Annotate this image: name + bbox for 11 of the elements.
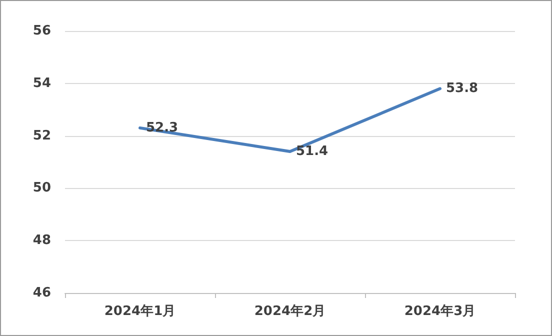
x-tick-label: 2024年2月 xyxy=(254,304,326,319)
data-label: 53.8 xyxy=(446,81,478,96)
y-tick-label: 50 xyxy=(32,180,51,196)
y-tick-label: 52 xyxy=(32,128,51,144)
y-tick-label: 54 xyxy=(32,76,51,91)
x-tick-label: 2024年1月 xyxy=(104,304,176,319)
y-tick-label: 56 xyxy=(32,24,51,38)
x-tick-label: 2024年3月 xyxy=(404,304,476,319)
y-tick-label: 46 xyxy=(32,286,51,300)
y-tick-label: 48 xyxy=(32,233,51,248)
data-label: 51.4 xyxy=(296,144,328,160)
